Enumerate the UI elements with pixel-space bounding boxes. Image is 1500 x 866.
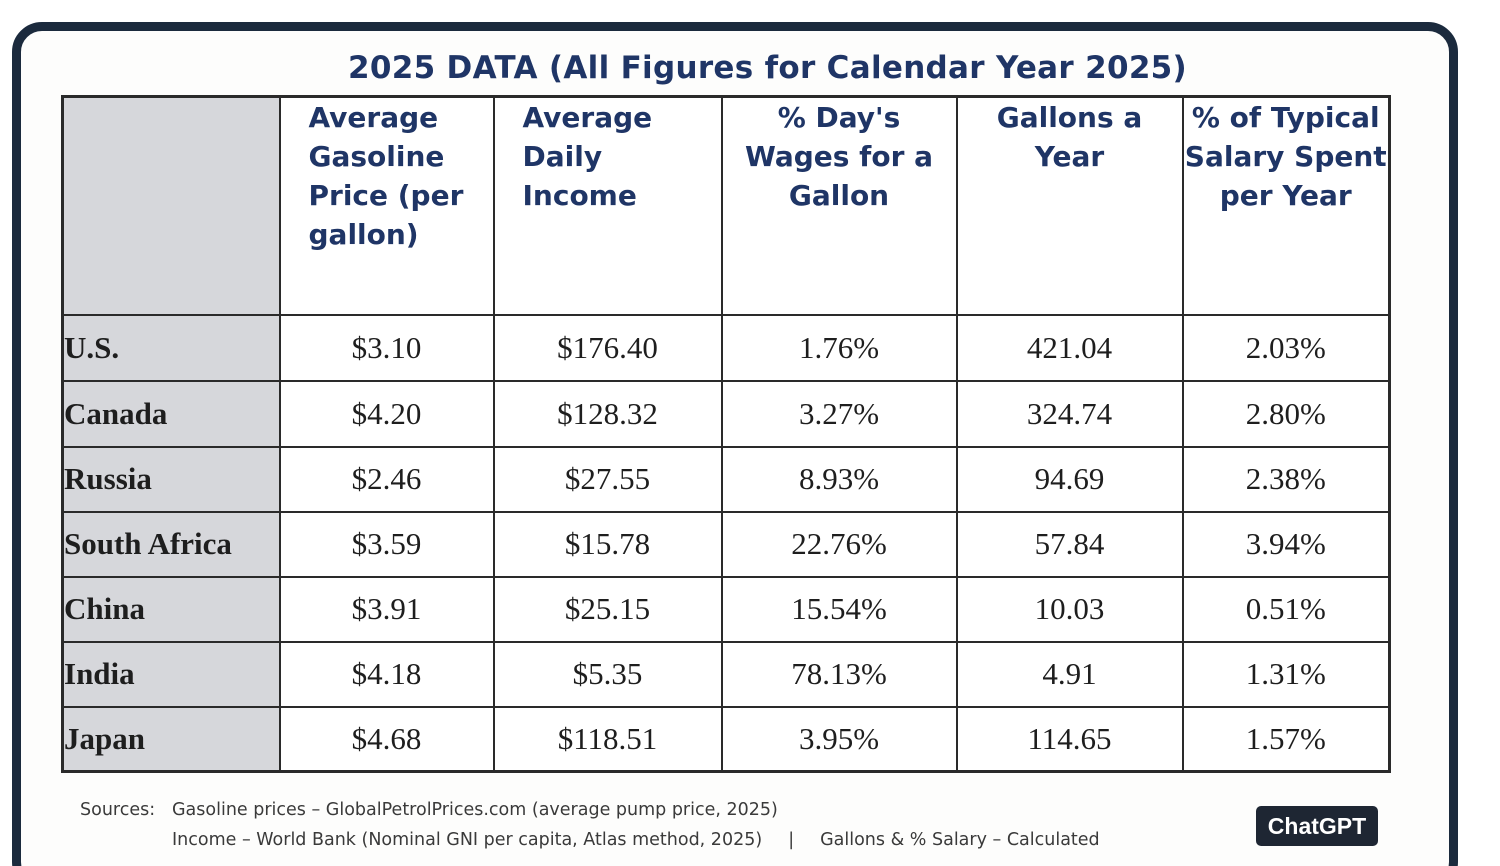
header-corner-cell bbox=[61, 95, 281, 316]
cell-pct-salary: 3.94% bbox=[1181, 510, 1391, 578]
header-avg-daily-income: Average Daily Income bbox=[492, 95, 723, 316]
cell-pct-salary: 2.03% bbox=[1181, 313, 1391, 382]
cell-pct-salary: 1.57% bbox=[1181, 705, 1391, 773]
cell-gas-price: $2.46 bbox=[278, 445, 495, 513]
cell-pct-day-wages: 3.27% bbox=[720, 379, 958, 448]
cell-gas-price: $4.68 bbox=[278, 705, 495, 773]
table-row: China $3.91 $25.15 15.54% 10.03 0.51% bbox=[61, 575, 1391, 643]
table-row: Russia $2.46 $27.55 8.93% 94.69 2.38% bbox=[61, 445, 1391, 513]
cell-gallons-year: 324.74 bbox=[955, 379, 1184, 448]
chatgpt-watermark-badge: ChatGPT bbox=[1256, 806, 1378, 846]
cell-pct-salary: 1.31% bbox=[1181, 640, 1391, 708]
header-pct-day-wages: % Day's Wages for a Gallon bbox=[720, 95, 958, 316]
cell-country: U.S. bbox=[61, 313, 281, 382]
cell-country: Canada bbox=[61, 379, 281, 448]
table-row: South Africa $3.59 $15.78 22.76% 57.84 3.94% bbox=[61, 510, 1391, 578]
source-gasoline: Gasoline prices – GlobalPetrolPrices.com… bbox=[172, 800, 778, 820]
cell-gallons-year: 94.69 bbox=[955, 445, 1184, 513]
cell-daily-income: $5.35 bbox=[492, 640, 723, 708]
cell-gas-price: $3.59 bbox=[278, 510, 495, 578]
cell-gas-price: $4.20 bbox=[278, 379, 495, 448]
cell-gas-price: $3.91 bbox=[278, 575, 495, 643]
cell-country: China bbox=[61, 575, 281, 643]
cell-gallons-year: 114.65 bbox=[955, 705, 1184, 773]
cell-pct-salary: 2.80% bbox=[1181, 379, 1391, 448]
sources-line-2: Income – World Bank (Nominal GNI per cap… bbox=[80, 825, 1100, 855]
cell-country: Japan bbox=[61, 705, 281, 773]
cell-daily-income: $27.55 bbox=[492, 445, 723, 513]
table-row: U.S. $3.10 $176.40 1.76% 421.04 2.03% bbox=[61, 313, 1391, 382]
table-row: Canada $4.20 $128.32 3.27% 324.74 2.80% bbox=[61, 379, 1391, 448]
cell-country: Russia bbox=[61, 445, 281, 513]
cell-pct-day-wages: 8.93% bbox=[720, 445, 958, 513]
cell-gallons-year: 57.84 bbox=[955, 510, 1184, 578]
cell-daily-income: $25.15 bbox=[492, 575, 723, 643]
cell-gas-price: $4.18 bbox=[278, 640, 495, 708]
cell-pct-day-wages: 1.76% bbox=[720, 313, 958, 382]
cell-pct-day-wages: 22.76% bbox=[720, 510, 958, 578]
table-row: Japan $4.68 $118.51 3.95% 114.65 1.57% bbox=[61, 705, 1391, 773]
source-calculated: Gallons & % Salary – Calculated bbox=[820, 830, 1100, 850]
cell-country: South Africa bbox=[61, 510, 281, 578]
cell-daily-income: $15.78 bbox=[492, 510, 723, 578]
cell-daily-income: $176.40 bbox=[492, 313, 723, 382]
sources-line-1: Sources: Gasoline prices – GlobalPetrolPr… bbox=[80, 795, 1100, 825]
cell-daily-income: $118.51 bbox=[492, 705, 723, 773]
header-row: Average Gasoline Price (per gallon) Aver… bbox=[61, 95, 1391, 316]
cell-gas-price: $3.10 bbox=[278, 313, 495, 382]
cell-gallons-year: 10.03 bbox=[955, 575, 1184, 643]
sources-note: Sources: Gasoline prices – GlobalPetrolPr… bbox=[80, 795, 1100, 855]
cell-country: India bbox=[61, 640, 281, 708]
cell-gallons-year: 421.04 bbox=[955, 313, 1184, 382]
header-pct-salary-spent: % of Typical Salary Spent per Year bbox=[1181, 95, 1391, 316]
table-title: 2025 DATA (All Figures for Calendar Year… bbox=[347, 50, 1188, 86]
cell-daily-income: $128.32 bbox=[492, 379, 723, 448]
source-income: Income – World Bank (Nominal GNI per cap… bbox=[172, 830, 763, 850]
header-avg-gas-price: Average Gasoline Price (per gallon) bbox=[278, 95, 495, 316]
cell-pct-day-wages: 15.54% bbox=[720, 575, 958, 643]
cell-pct-day-wages: 78.13% bbox=[720, 640, 958, 708]
cell-gallons-year: 4.91 bbox=[955, 640, 1184, 708]
cell-pct-salary: 0.51% bbox=[1181, 575, 1391, 643]
gasoline-data-table: Average Gasoline Price (per gallon) Aver… bbox=[61, 95, 1391, 773]
sources-separator: | bbox=[788, 830, 795, 850]
cell-pct-salary: 2.38% bbox=[1181, 445, 1391, 513]
table-row: India $4.18 $5.35 78.13% 4.91 1.31% bbox=[61, 640, 1391, 708]
header-gallons-a-year: Gallons a Year bbox=[955, 95, 1184, 316]
sources-label: Sources: bbox=[80, 800, 156, 820]
cell-pct-day-wages: 3.95% bbox=[720, 705, 958, 773]
